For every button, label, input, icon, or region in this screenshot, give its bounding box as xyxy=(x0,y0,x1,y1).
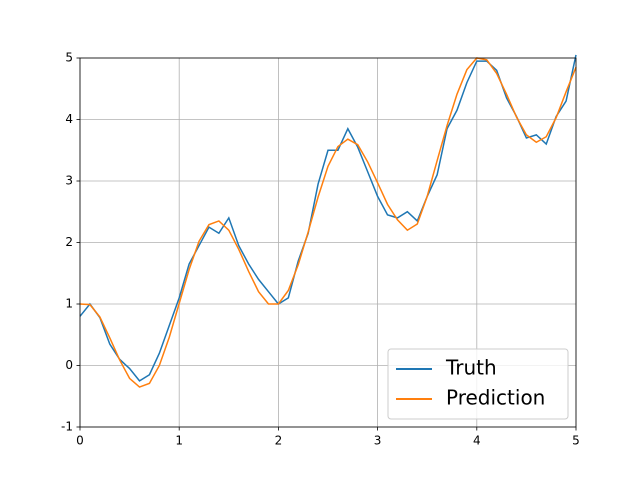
x-tick-label: 5 xyxy=(572,434,580,448)
y-tick-label: 3 xyxy=(65,174,73,188)
data-line xyxy=(79,57,577,388)
legend-label: Truth xyxy=(445,356,497,380)
legend-label: Prediction xyxy=(446,386,545,410)
data-line xyxy=(79,54,577,382)
legend-box xyxy=(387,348,569,420)
y-tick-label: 0 xyxy=(65,358,73,372)
x-tick-label: 0 xyxy=(76,434,84,448)
y-tick-label: -1 xyxy=(61,420,73,434)
x-tick-label: 1 xyxy=(175,434,183,448)
y-tick-label: 2 xyxy=(65,235,73,249)
plot-frame xyxy=(79,57,577,428)
x-tick-label: 4 xyxy=(473,434,481,448)
x-tick-label: 2 xyxy=(275,434,283,448)
y-tick-label: 5 xyxy=(65,51,73,65)
y-tick-label: 1 xyxy=(65,297,73,311)
x-tick-label: 3 xyxy=(374,434,382,448)
y-tick-label: 4 xyxy=(65,112,73,126)
